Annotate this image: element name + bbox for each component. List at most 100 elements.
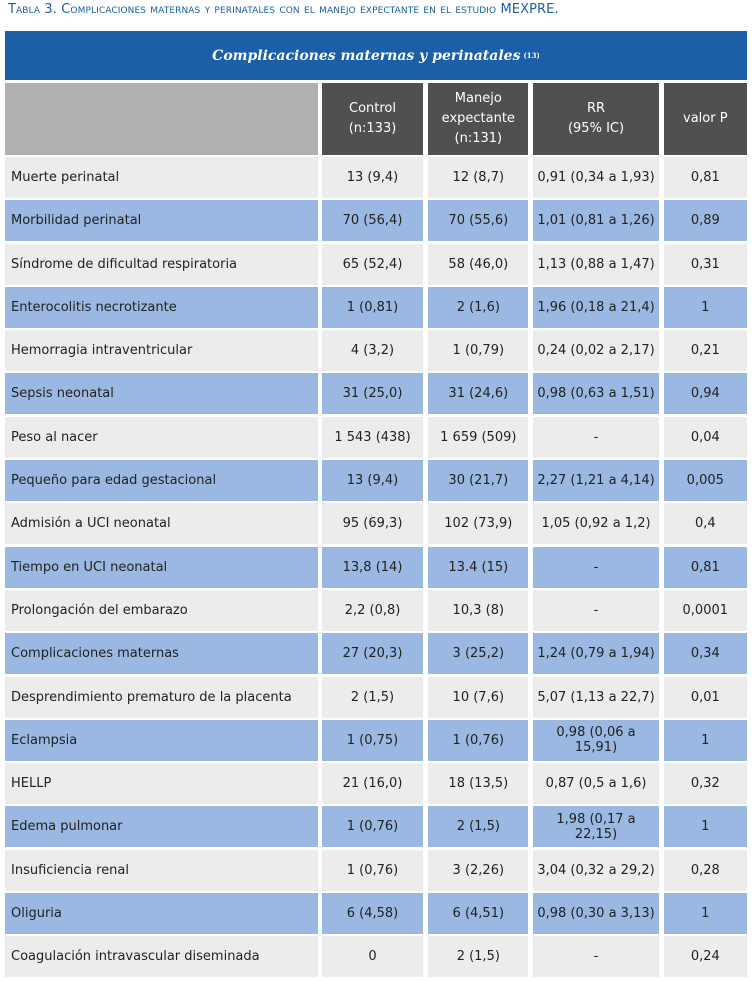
control-cell: 4 (3,2): [321, 330, 424, 372]
table-row: Síndrome de dificultad respiratoria 65 (5…: [5, 243, 747, 285]
table-row: Muerte perinatal 13 (9,4) 12 (8,7) 0,91 (0,…: [5, 157, 747, 198]
p-value-cell: 0,34: [663, 633, 747, 675]
manejo-cell: 70 (55,6): [428, 200, 529, 242]
rr-cell: -: [533, 589, 659, 631]
table-row: Eclampsia 1 (0,75) 1 (0,76) 0,98 (0,06 a 15…: [5, 719, 747, 761]
control-cell: 1 (0,76): [321, 849, 424, 891]
manejo-cell: 1 (0,79): [428, 330, 529, 372]
header-rr: RR (95% IC): [533, 83, 659, 155]
manejo-cell: 30 (21,7): [428, 460, 529, 502]
table-row: Coagulación intravascular diseminada 0 2 (…: [5, 936, 747, 978]
table-header-row: Control (n:133) Manejo expectante (n:131…: [5, 83, 747, 155]
outcome-cell: Pequeño para edad gestacional: [5, 460, 318, 502]
outcome-cell: Edema pulmonar: [5, 806, 318, 848]
outcome-cell: Admisión a UCI neonatal: [5, 503, 318, 545]
manejo-cell: 18 (13,5): [428, 763, 529, 805]
header-control: Control (n:133): [321, 83, 424, 155]
p-value-cell: 0,89: [663, 200, 747, 242]
manejo-cell: 102 (73,9): [428, 503, 529, 545]
manejo-cell: 3 (2,26): [428, 849, 529, 891]
p-value-cell: 0,01: [663, 676, 747, 718]
banner-title: Complicaciones maternas y perinatales: [212, 47, 521, 64]
outcome-cell: Complicaciones maternas: [5, 633, 318, 675]
outcome-cell: Insuficiencia renal: [5, 849, 318, 891]
rr-cell: -: [533, 416, 659, 458]
table-row: Edema pulmonar 1 (0,76) 2 (1,5) 1,98 (0,17 …: [5, 806, 747, 848]
manejo-cell: 12 (8,7): [428, 157, 529, 198]
control-cell: 21 (16,0): [321, 763, 424, 805]
outcome-cell: Tiempo en UCI neonatal: [5, 546, 318, 588]
outcome-cell: HELLP: [5, 763, 318, 805]
rr-cell: 0,24 (0,02 a 2,17): [533, 330, 659, 372]
rr-cell: 0,98 (0,06 a 15,91): [533, 719, 659, 761]
p-value-cell: 0,4: [663, 503, 747, 545]
manejo-cell: 2 (1,5): [428, 806, 529, 848]
manejo-cell: 2 (1,5): [428, 936, 529, 978]
control-cell: 65 (52,4): [321, 243, 424, 285]
rr-cell: 5,07 (1,13 a 22,7): [533, 676, 659, 718]
table-row: Oliguria 6 (4,58) 6 (4,51) 0,98 (0,30 a 3,1…: [5, 893, 747, 935]
outcome-cell: Prolongación del embarazo: [5, 589, 318, 631]
outcome-cell: Eclampsia: [5, 719, 318, 761]
rr-cell: -: [533, 936, 659, 978]
control-cell: 27 (20,3): [321, 633, 424, 675]
complications-table: Control (n:133) Manejo expectante (n:131…: [5, 83, 747, 980]
p-value-cell: 0,04: [663, 416, 747, 458]
control-cell: 95 (69,3): [321, 503, 424, 545]
table-row: Sepsis neonatal 31 (25,0) 31 (24,6) 0,98 (0…: [5, 373, 747, 415]
control-cell: 70 (56,4): [321, 200, 424, 242]
rr-cell: 2,27 (1,21 a 4,14): [533, 460, 659, 502]
rr-cell: 0,91 (0,34 a 1,93): [533, 157, 659, 198]
manejo-cell: 13.4 (15): [428, 546, 529, 588]
p-value-cell: 1: [663, 286, 747, 328]
table-row: Pequeño para edad gestacional 13 (9,4) 30 …: [5, 460, 747, 502]
manejo-cell: 6 (4,51): [428, 893, 529, 935]
table-caption: Tabla 3. Complicaciones maternas y perin…: [8, 2, 559, 17]
rr-cell: 3,04 (0,32 a 29,2): [533, 849, 659, 891]
rr-cell: 0,98 (0,30 a 3,13): [533, 893, 659, 935]
control-cell: 1 543 (438): [321, 416, 424, 458]
control-cell: 13,8 (14): [321, 546, 424, 588]
rr-cell: 1,24 (0,79 a 1,94): [533, 633, 659, 675]
outcome-cell: Morbilidad perinatal: [5, 200, 318, 242]
control-cell: 13 (9,4): [321, 460, 424, 502]
outcome-cell: Hemorragia intraventricular: [5, 330, 318, 372]
p-value-cell: 1: [663, 806, 747, 848]
table-row: Insuficiencia renal 1 (0,76) 3 (2,26) 3,04 …: [5, 849, 747, 891]
table-row: Tiempo en UCI neonatal 13,8 (14) 13.4 (15)…: [5, 546, 747, 588]
rr-cell: 1,13 (0,88 a 1,47): [533, 243, 659, 285]
p-value-cell: 1: [663, 719, 747, 761]
table-row: Desprendimiento prematuro de la placenta…: [5, 676, 747, 718]
manejo-cell: 10,3 (8): [428, 589, 529, 631]
table-row: Complicaciones maternas 27 (20,3) 3 (25,2)…: [5, 633, 747, 675]
table-row: Prolongación del embarazo 2,2 (0,8) 10,3 (…: [5, 589, 747, 631]
manejo-cell: 3 (25,2): [428, 633, 529, 675]
outcome-cell: Desprendimiento prematuro de la placenta: [5, 676, 318, 718]
p-value-cell: 0,32: [663, 763, 747, 805]
p-value-cell: 0,28: [663, 849, 747, 891]
rr-cell: 1,96 (0,18 a 21,4): [533, 286, 659, 328]
table-banner: Complicaciones maternas y perinatales (1…: [5, 31, 747, 80]
control-cell: 1 (0,81): [321, 286, 424, 328]
control-cell: 1 (0,75): [321, 719, 424, 761]
rr-cell: 1,05 (0,92 a 1,2): [533, 503, 659, 545]
table-row: Admisión a UCI neonatal 95 (69,3) 102 (73,…: [5, 503, 747, 545]
outcome-cell: Enterocolitis necrotizante: [5, 286, 318, 328]
p-value-cell: 0,005: [663, 460, 747, 502]
outcome-cell: Muerte perinatal: [5, 157, 318, 198]
p-value-cell: 0,21: [663, 330, 747, 372]
outcome-cell: Coagulación intravascular diseminada: [5, 936, 318, 978]
table-row: Hemorragia intraventricular 4 (3,2) 1 (0,7…: [5, 330, 747, 372]
header-manejo-expectante: Manejo expectante (n:131): [428, 83, 529, 155]
header-valor-p: valor P: [663, 83, 747, 155]
manejo-cell: 1 659 (509): [428, 416, 529, 458]
control-cell: 13 (9,4): [321, 157, 424, 198]
outcome-cell: Oliguria: [5, 893, 318, 935]
p-value-cell: 1: [663, 893, 747, 935]
p-value-cell: 0,94: [663, 373, 747, 415]
table-row: Enterocolitis necrotizante 1 (0,81) 2 (1,6…: [5, 286, 747, 328]
outcome-cell: Síndrome de dificultad respiratoria: [5, 243, 318, 285]
rr-cell: 1,98 (0,17 a 22,15): [533, 806, 659, 848]
control-cell: 31 (25,0): [321, 373, 424, 415]
p-value-cell: 0,0001: [663, 589, 747, 631]
